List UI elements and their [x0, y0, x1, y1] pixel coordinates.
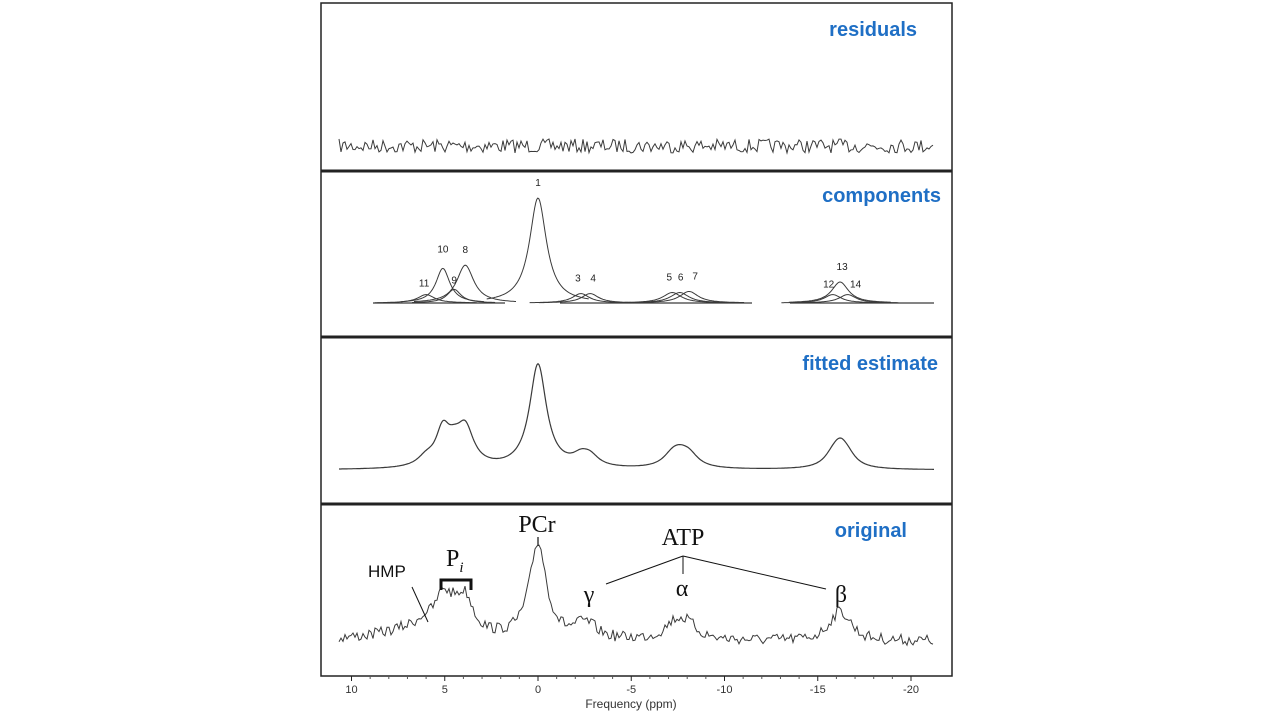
fitted-estimate-trace — [339, 362, 934, 470]
x-axis-title: Frequency (ppm) — [585, 697, 676, 711]
x-axis-tick-label: 0 — [535, 684, 541, 696]
x-axis-tick-label: -15 — [810, 684, 826, 696]
pi-bracket — [439, 578, 473, 590]
component-label-4: 4 — [590, 274, 596, 285]
component-peak-10 — [400, 267, 484, 303]
panel-title-fitted: fitted estimate — [802, 353, 938, 375]
x-axis-tick-label: 5 — [442, 684, 448, 696]
component-label-8: 8 — [463, 245, 469, 256]
component-label-3: 3 — [575, 274, 581, 285]
component-label-12: 12 — [823, 280, 835, 291]
component-peak-7 — [633, 291, 745, 304]
component-peak-14 — [796, 294, 899, 304]
pcr-label: PCr — [518, 512, 555, 538]
component-peak-5 — [616, 291, 728, 304]
component-label-10: 10 — [437, 244, 449, 255]
x-axis-tick-label: 10 — [345, 684, 357, 696]
x-axis-tick-label: -20 — [903, 684, 919, 696]
figure-frame — [320, 2, 953, 677]
pi-label: Pi — [446, 546, 464, 576]
component-peak-1 — [486, 197, 589, 300]
atp-bracket-gamma — [605, 555, 684, 585]
panel-title-components: components — [822, 185, 941, 207]
component-label-14: 14 — [850, 280, 862, 291]
component-label-1: 1 — [535, 178, 541, 189]
original-trace — [338, 544, 934, 647]
component-label-13: 13 — [837, 262, 849, 273]
alpha-label: α — [676, 576, 689, 602]
component-traces — [373, 197, 934, 304]
x-axis-tick-label: -5 — [626, 684, 636, 696]
component-peak-13 — [788, 281, 891, 303]
component-label-9: 9 — [451, 275, 457, 286]
component-peak-11 — [374, 294, 477, 304]
residuals-trace — [338, 137, 934, 155]
component-label-7: 7 — [692, 271, 698, 282]
beta-label: β — [835, 582, 847, 608]
panel-title-original: original — [835, 520, 907, 542]
component-label-11: 11 — [419, 279, 430, 290]
atp-bracket-beta — [682, 555, 827, 590]
gamma-label: γ — [583, 582, 595, 608]
x-axis-tick-label: -10 — [717, 684, 733, 696]
x-axis: 10 5 0 -5 -10 -15 -20 — [345, 676, 919, 696]
panel-title-residuals: residuals — [829, 19, 917, 41]
component-label-6: 6 — [678, 273, 684, 284]
component-label-5: 5 — [667, 273, 673, 284]
component-peak-8 — [414, 264, 516, 302]
hmp-label: HMP — [368, 562, 406, 581]
atp-label: ATP — [662, 525, 705, 551]
hmp-pointer — [411, 586, 429, 623]
